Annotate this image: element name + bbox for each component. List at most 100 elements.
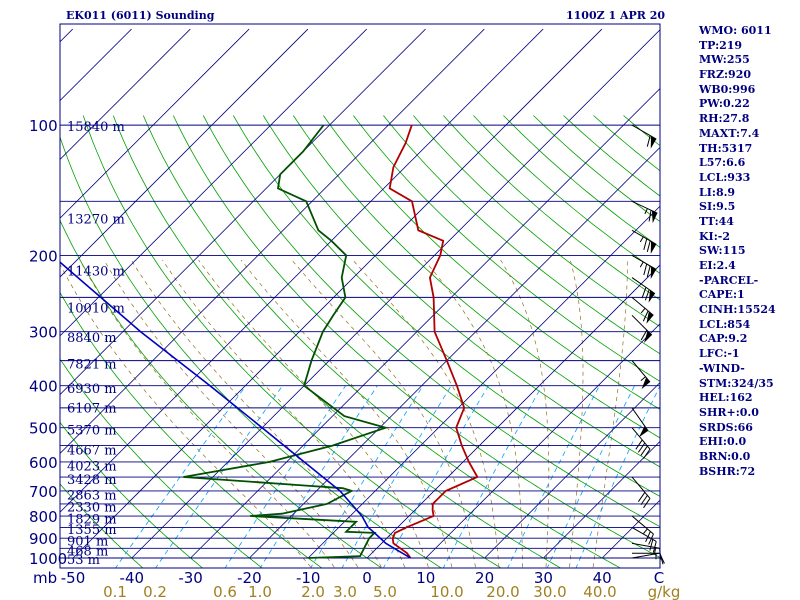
wind-barb	[631, 314, 653, 343]
isotherm	[60, 28, 74, 43]
index-line: EHI:0.0	[699, 435, 747, 449]
index-line: CAPE:1	[699, 288, 745, 302]
pressure-tick-label: 900	[29, 530, 58, 548]
index-line: SW:115	[699, 244, 746, 258]
wind-barb	[631, 277, 656, 303]
temperature-line	[388, 124, 479, 559]
dry-adiabat	[232, 115, 660, 497]
index-line: LCL:854	[699, 317, 751, 331]
wind-barb-flag	[648, 210, 652, 222]
index-line: TT:44	[699, 214, 734, 228]
index-line: KI:-2	[699, 229, 730, 243]
height-label: 6930 m	[67, 382, 117, 397]
temperature-tick-label: -40	[120, 569, 145, 587]
index-line: -WIND-	[699, 361, 745, 375]
index-line: TP:219	[699, 38, 743, 52]
temperature-tick-label: -20	[237, 569, 262, 587]
wind-barb-flag	[643, 448, 651, 459]
wind-barb	[631, 427, 651, 459]
isotherm	[307, 205, 660, 559]
mixing-ratio-label: 30.0	[533, 583, 566, 600]
wind-barb-pennant	[650, 266, 657, 279]
index-line: WMO: 6011	[699, 24, 772, 37]
index-line: EI:2.4	[699, 259, 736, 272]
temperature-tick-label: -10	[296, 569, 321, 587]
isotherm	[60, 28, 426, 396]
wind-barb-staff	[631, 254, 657, 270]
mixing-ratio-label: 2.0	[301, 583, 325, 600]
wind-barb-staff	[631, 552, 660, 559]
wind-barb-flag	[645, 531, 651, 543]
wind-barb-half	[654, 547, 657, 554]
plot-frame	[59, 23, 661, 569]
isotherm	[543, 440, 660, 559]
pressure-tick-label: 500	[29, 420, 58, 438]
index-line: FRZ:920	[699, 68, 752, 82]
wind-barb-flag	[652, 541, 657, 553]
wind-barb-half	[644, 208, 648, 215]
isotherm	[60, 28, 368, 337]
mixing-ratio-label: 1.0	[248, 583, 272, 600]
height-label: 468 m	[67, 544, 108, 559]
pressure-tick-label: 400	[29, 378, 58, 396]
wind-barb-staff	[631, 407, 649, 432]
wind-barb	[631, 254, 657, 279]
temperature-tick-label: -30	[178, 569, 203, 587]
pressure-unit-label: mb	[33, 569, 57, 587]
temperature-tick-label: 0	[362, 569, 372, 587]
mixing-ratio-label: 3.0	[333, 583, 357, 600]
isobars	[60, 124, 660, 559]
moist-adiabats	[60, 259, 628, 568]
pressure-tick-label: 700	[29, 483, 58, 501]
wind-barb-flag	[640, 445, 648, 456]
wind-barb-pennant	[644, 330, 652, 343]
isotherm	[425, 323, 660, 559]
dry-adiabat	[262, 115, 660, 468]
wind-barb-staff	[631, 515, 654, 535]
temperature-tick-label: 30	[534, 569, 553, 587]
isotherm	[0, 29, 14, 558]
isotherms	[0, 28, 660, 559]
index-line: L57:6.6	[699, 156, 746, 170]
temperature-unit-label: C	[654, 569, 664, 587]
wind-barb-flag	[646, 265, 651, 278]
height-label: 11430 m	[67, 265, 125, 280]
wind-barb-half	[640, 307, 646, 314]
wind-barb-flag	[643, 498, 651, 509]
moist-adiabat	[131, 259, 382, 568]
temperature-tick-label: -50	[61, 569, 86, 587]
index-line: MW:255	[699, 53, 750, 67]
index-line: SHR+:0.0	[699, 405, 759, 419]
mixing-ratio-label: g/kg	[648, 583, 681, 600]
mixing-ratio-line	[224, 385, 346, 568]
height-label: 10010 m	[67, 301, 125, 316]
isotherm	[366, 264, 660, 559]
mixing-ratio-line	[115, 385, 247, 568]
moist-adiabat	[352, 259, 500, 568]
index-line: SI:9.5	[699, 200, 736, 214]
temperature-tick-label: 10	[416, 569, 435, 587]
height-label: 4023 m	[67, 460, 117, 475]
wind-barb-pennant	[646, 311, 654, 324]
mixing-ratio-line	[310, 385, 424, 568]
mixing-ratio-line	[442, 385, 543, 568]
wind-barb-flag	[637, 492, 646, 502]
wind-barb-flag	[635, 439, 643, 450]
wind-barb-staff	[631, 427, 651, 450]
moist-adiabat	[291, 259, 476, 568]
isotherm	[60, 28, 309, 278]
mixing-ratio-label: 0.6	[213, 583, 237, 600]
wind-barb-flag	[640, 495, 648, 506]
moist-adiabat	[103, 259, 359, 568]
pressure-tick-label: 200	[29, 247, 58, 265]
wind-barb	[631, 527, 657, 553]
wind-barb-half	[640, 376, 646, 381]
isotherm	[60, 28, 250, 219]
wind-barb	[631, 229, 657, 254]
sounding-series	[60, 124, 479, 559]
index-line: TH:5317	[699, 141, 753, 155]
chart-title: EK011 (6011) Sounding	[66, 9, 215, 22]
height-label: 13270 m	[67, 212, 125, 227]
